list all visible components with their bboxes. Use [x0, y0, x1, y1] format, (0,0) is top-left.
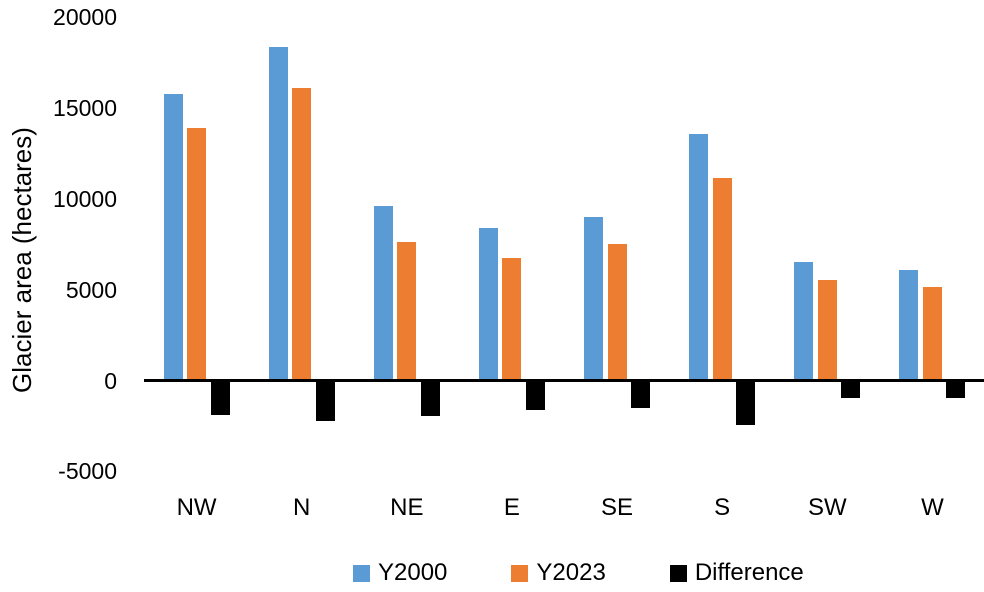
x-axis-line	[144, 379, 984, 382]
bar-difference-nw	[210, 380, 230, 415]
x-category-label-se: SE	[601, 494, 634, 521]
y-tick-label-0: 0	[104, 367, 117, 394]
bar-y2023-w	[922, 286, 942, 381]
bar-y2023-n	[292, 88, 312, 381]
x-category-label-n: N	[293, 494, 311, 521]
legend-label-difference: Difference	[694, 559, 804, 586]
legend-item-y2000: Y2000	[353, 559, 447, 587]
bar-y2023-s	[712, 178, 732, 381]
bar-y2023-se	[607, 244, 627, 381]
legend-item-y2023: Y2023	[511, 559, 606, 587]
legend-swatch-icon-difference	[669, 564, 687, 582]
legend-label-y2000: Y2000	[378, 559, 448, 586]
y-tick-label--5000: -5000	[58, 458, 117, 485]
x-category-label-s: S	[714, 494, 731, 521]
y-tick-label-10000: 10000	[53, 185, 117, 212]
bar-y2000-se	[584, 217, 604, 381]
legend-label-y2023: Y2023	[536, 559, 606, 586]
legend-swatch-icon-y2023	[511, 564, 529, 582]
y-tick-label-20000: 20000	[53, 4, 117, 31]
bar-difference-ne	[420, 380, 440, 416]
x-category-label-sw: SW	[807, 494, 847, 521]
x-category-label-nw: NW	[176, 494, 217, 521]
x-category-label-w: W	[921, 494, 944, 521]
bar-difference-w	[946, 380, 966, 398]
bar-y2000-nw	[163, 93, 183, 381]
x-category-label-e: E	[503, 494, 520, 521]
legend-swatch-icon-y2000	[353, 564, 370, 582]
bar-difference-sw	[841, 380, 861, 398]
y-tick-label-5000: 5000	[65, 276, 117, 303]
bar-y2000-s	[689, 133, 709, 381]
bar-difference-s	[736, 380, 756, 425]
bar-y2000-n	[268, 47, 288, 381]
bar-y2000-sw	[794, 262, 814, 381]
bar-difference-n	[315, 380, 335, 422]
bar-y2000-e	[478, 227, 498, 381]
legend-item-difference: Difference	[669, 559, 804, 587]
bar-y2023-ne	[397, 241, 417, 381]
x-category-label-ne: NE	[390, 494, 424, 521]
bar-difference-se	[631, 380, 651, 408]
bar-y2023-nw	[187, 128, 207, 381]
y-tick-label-15000: 15000	[53, 95, 117, 122]
bar-y2000-ne	[373, 206, 393, 381]
bar-y2023-e	[502, 257, 522, 381]
bar-difference-e	[525, 380, 545, 411]
bar-y2023-sw	[817, 279, 837, 381]
bar-y2000-w	[899, 269, 919, 381]
legend: Y2000 Y2023 Difference	[353, 559, 804, 587]
